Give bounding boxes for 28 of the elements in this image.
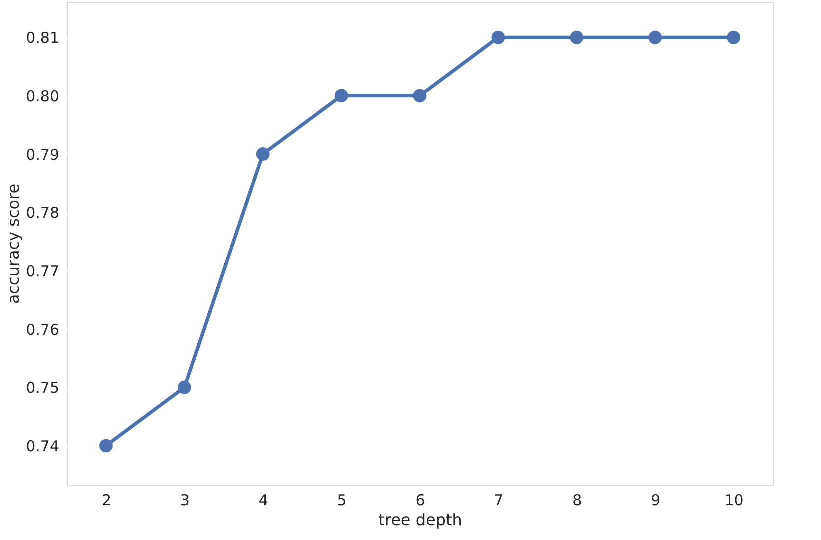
y-axis-title: accuracy score	[4, 184, 24, 304]
point	[570, 30, 584, 44]
point	[178, 380, 192, 394]
y-tick-label: 0.78	[26, 204, 60, 222]
x-tick-label: 2	[102, 492, 112, 510]
y-tick-label: 0.80	[26, 87, 60, 106]
x-tick-label: 10	[724, 492, 744, 510]
point	[727, 30, 740, 44]
point	[492, 30, 506, 44]
x-tick-label: 4	[258, 492, 268, 510]
x-tick-label: 6	[416, 492, 426, 510]
point	[413, 89, 427, 103]
y-tick-label: 0.74	[26, 437, 60, 456]
point	[648, 30, 662, 44]
x-tick-label: 9	[651, 492, 661, 510]
y-tick-label: 0.81	[26, 29, 60, 48]
x-tick-label: 5	[337, 492, 347, 510]
y-tick-label: 0.76	[26, 320, 60, 339]
x-tick-label: 3	[180, 492, 190, 510]
point	[256, 148, 270, 161]
x-tick-label: 8	[572, 492, 582, 510]
y-tick-label: 0.75	[26, 379, 60, 398]
x-tick-label: 7	[494, 492, 504, 510]
x-axis-title: tree depth	[378, 510, 462, 530]
y-tick-label: 0.79	[26, 146, 60, 164]
point	[100, 439, 113, 453]
y-tick-label: 0.77	[26, 262, 60, 280]
point	[334, 89, 348, 103]
